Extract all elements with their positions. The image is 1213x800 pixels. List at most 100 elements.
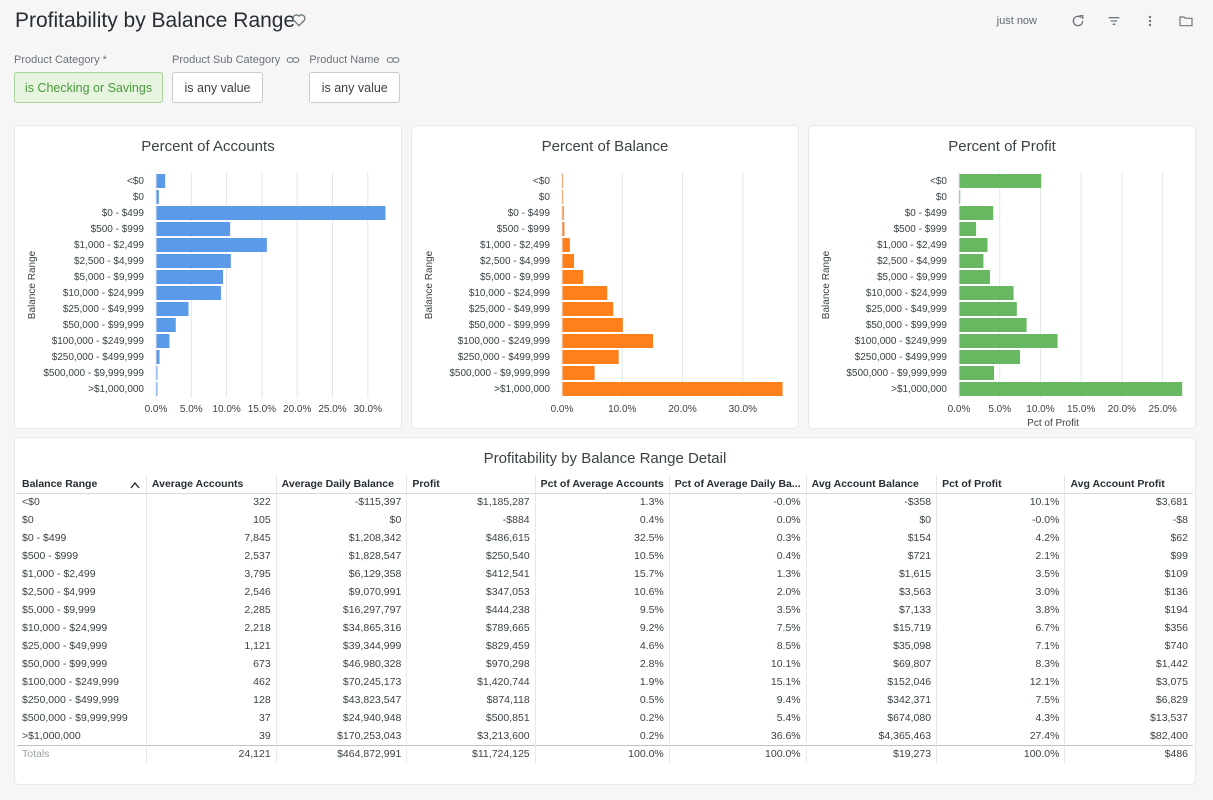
bar[interactable]: [959, 174, 1042, 188]
bar[interactable]: [156, 254, 231, 268]
table-row: $500,000 - $9,999,999 37 $24,940,948 $500,8…: [17, 709, 1193, 727]
table-cell: $109: [1164, 568, 1188, 580]
x-axis-label: Pct of Profit: [1027, 418, 1079, 428]
bar[interactable]: [562, 334, 654, 348]
table-cell: 0.0%: [669, 511, 807, 529]
table-cell: 37: [146, 709, 277, 727]
category-label: $0: [936, 192, 948, 203]
table-cell: 2.0%: [669, 583, 807, 601]
table-cell: $9,070,991: [276, 583, 408, 601]
column-header[interactable]: Avg Account Balance: [806, 475, 938, 494]
category-label: $500 - $999: [497, 224, 551, 235]
bar[interactable]: [959, 318, 1027, 332]
y-axis-label: Balance Range: [424, 250, 435, 319]
bar[interactable]: [959, 206, 994, 220]
column-header[interactable]: Profit: [406, 475, 536, 494]
bar[interactable]: [156, 350, 160, 364]
bar[interactable]: [959, 270, 990, 284]
bar[interactable]: [156, 222, 231, 236]
table-cell: $69,807: [806, 655, 938, 673]
bar[interactable]: [156, 238, 267, 252]
bar[interactable]: [959, 222, 977, 236]
bar[interactable]: [156, 302, 189, 316]
bar[interactable]: [562, 270, 584, 284]
table-cell: 1.3%: [535, 493, 670, 511]
bar[interactable]: [156, 174, 166, 188]
filter-product-category: Product Category * is Checking or Saving…: [14, 52, 163, 103]
table-cell: $15,719: [806, 619, 938, 637]
bar[interactable]: [562, 206, 564, 220]
column-header[interactable]: Balance Range: [17, 475, 147, 494]
bar[interactable]: [562, 350, 619, 364]
bar[interactable]: [959, 190, 961, 204]
bar[interactable]: [156, 270, 224, 284]
bar[interactable]: [562, 238, 570, 252]
bar[interactable]: [959, 350, 1021, 364]
table-cell: $1,000 - $2,499: [17, 565, 147, 583]
bar[interactable]: [959, 286, 1014, 300]
table-cell: $35,098: [806, 637, 938, 655]
category-label: $0 - $499: [905, 208, 948, 219]
category-label: $2,500 - $4,999: [480, 256, 550, 267]
column-header[interactable]: Average Daily Balance: [276, 475, 408, 494]
filter-icon[interactable]: [1105, 12, 1123, 30]
bar[interactable]: [156, 190, 159, 204]
x-tick-label: 0.0%: [948, 404, 971, 415]
bar[interactable]: [156, 334, 170, 348]
table-cell: 0.2%: [535, 727, 670, 745]
column-header[interactable]: Pct of Average Accounts: [535, 475, 670, 494]
table-cell: 7.5%: [669, 619, 807, 637]
bar[interactable]: [562, 222, 565, 236]
folder-icon[interactable]: [1177, 12, 1195, 30]
filter-product-name: Product Name is any value: [309, 52, 401, 103]
sort-ascending-icon[interactable]: [130, 481, 140, 489]
table-cell: $250,540: [406, 547, 536, 565]
bar[interactable]: [156, 318, 176, 332]
bar[interactable]: [959, 334, 1058, 348]
column-header[interactable]: Pct of Profit: [936, 475, 1066, 494]
column-header[interactable]: Average Accounts: [146, 475, 277, 494]
bar[interactable]: [959, 254, 984, 268]
table-row: $0 - $499 7,845 $1,208,342 $486,615 32.5% 0.3…: [17, 529, 1193, 547]
bar[interactable]: [959, 238, 988, 252]
table-cell: $7,133: [806, 601, 938, 619]
bar[interactable]: [156, 206, 386, 220]
bar[interactable]: [959, 366, 995, 380]
totals-row: Totals 24,121 $464,872,991 $11,724,125 100.0…: [17, 744, 1193, 763]
table-row: $10,000 - $24,999 2,218 $34,865,316 $789,66…: [17, 619, 1193, 637]
table-cell: 0.2%: [535, 709, 670, 727]
column-header[interactable]: Avg Account Profit: [1064, 475, 1193, 494]
filter-product-sub-category-button[interactable]: is any value: [172, 72, 263, 103]
bar[interactable]: [959, 382, 1183, 396]
bar[interactable]: [562, 254, 575, 268]
bar[interactable]: [562, 366, 595, 380]
x-tick-label: 20.0%: [668, 404, 696, 415]
table-cell: 7.1%: [936, 637, 1066, 655]
filter-product-name-button[interactable]: is any value: [309, 72, 401, 103]
bar[interactable]: [562, 302, 614, 316]
bar[interactable]: [156, 366, 158, 380]
x-tick-label: 5.0%: [988, 404, 1011, 415]
bar[interactable]: [562, 286, 608, 300]
table-cell: $1,828,547: [276, 547, 408, 565]
column-header[interactable]: Pct of Average Daily Ba...: [669, 475, 807, 494]
filter-product-category-button[interactable]: is Checking or Savings: [14, 72, 163, 103]
bar[interactable]: [562, 382, 783, 396]
category-label: $50,000 - $99,999: [469, 320, 551, 331]
favorite-icon[interactable]: [291, 12, 307, 28]
refresh-icon[interactable]: [1069, 12, 1087, 30]
table-cell: 4.6%: [535, 637, 670, 655]
table-cell: $16,297,797: [276, 601, 408, 619]
table-cell: $1,615: [806, 565, 938, 583]
bar[interactable]: [156, 286, 221, 300]
bar[interactable]: [562, 174, 564, 188]
bar[interactable]: [562, 318, 623, 332]
table-cell: 0.4%: [535, 511, 670, 529]
bar[interactable]: [156, 382, 158, 396]
y-axis-label: Balance Range: [821, 250, 832, 319]
bar[interactable]: [562, 190, 564, 204]
bar[interactable]: [959, 302, 1017, 316]
table-cell: 0.4%: [669, 547, 807, 565]
more-vert-icon[interactable]: [1141, 12, 1159, 30]
chart-card-profit: Percent of Profit 0.0% 5.0% 10.0% 15.0% 20.0…: [809, 126, 1195, 428]
